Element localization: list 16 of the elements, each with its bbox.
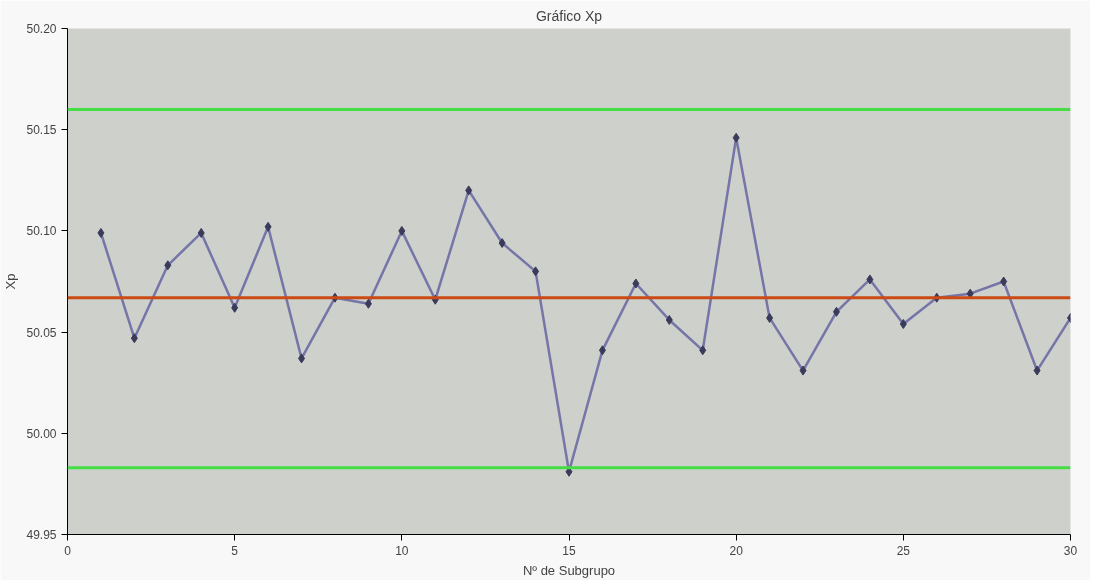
x-tick-label: 10: [395, 543, 409, 558]
x-tick-label: 20: [729, 543, 744, 558]
y-tick-label: 50.20: [26, 22, 57, 36]
x-tick-label: 25: [896, 543, 911, 558]
x-tick-label: 0: [64, 543, 72, 558]
y-tick-label: 50.15: [26, 123, 57, 138]
y-tick-label: 49.95: [26, 528, 57, 542]
x-tick-label: 15: [562, 543, 576, 558]
x-axis-title: Nº de Subgrupo: [522, 562, 616, 578]
y-tick-label: 50.05: [26, 325, 57, 340]
x-tick-label: 5: [231, 543, 239, 558]
y-axis-title: Xp: [3, 273, 19, 290]
y-tick-label: 50.00: [26, 426, 57, 441]
x-tick-label: 30: [1063, 543, 1078, 558]
chart-title: Gráfico Xp: [535, 7, 603, 24]
y-tick-label: 50.10: [26, 224, 57, 239]
